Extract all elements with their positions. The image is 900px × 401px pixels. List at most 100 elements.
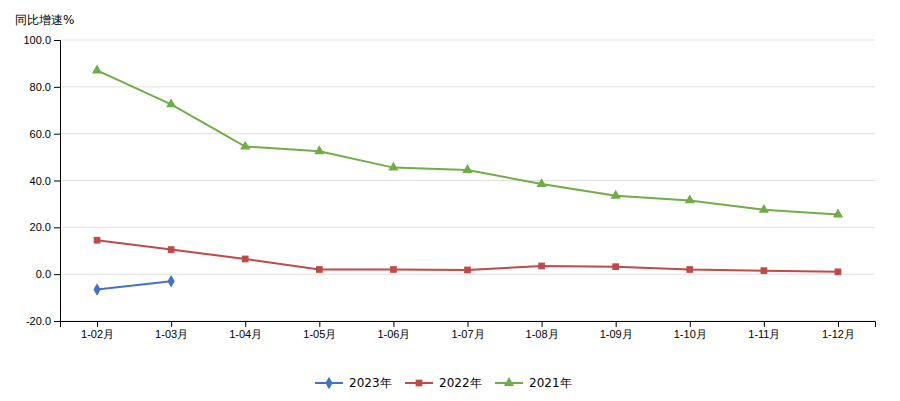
x-tick: 1-07月 bbox=[451, 321, 484, 340]
point bbox=[835, 268, 842, 275]
x-tick-label: 1-12月 bbox=[822, 328, 855, 340]
point bbox=[462, 164, 472, 173]
x-tick-label: 1-03月 bbox=[155, 328, 188, 340]
x-tick-label: 1-10月 bbox=[674, 328, 707, 340]
point bbox=[168, 246, 175, 253]
point bbox=[94, 237, 101, 244]
legend-marker bbox=[416, 380, 423, 387]
y-tick-label: 20.0 bbox=[30, 221, 51, 233]
x-tick: 1-10月 bbox=[674, 321, 707, 340]
point bbox=[388, 162, 398, 171]
y-tick-label: 60.0 bbox=[30, 128, 51, 140]
x-tick-mark bbox=[393, 321, 394, 327]
x-tick-mark bbox=[171, 321, 172, 327]
legend-marker bbox=[325, 377, 332, 389]
y-tick: 20.0 bbox=[30, 221, 60, 233]
grid bbox=[60, 40, 875, 321]
point bbox=[611, 190, 621, 199]
point bbox=[759, 204, 769, 213]
legend-label: 2022年 bbox=[439, 376, 482, 390]
series-line bbox=[97, 281, 171, 289]
x-tick-label: 1-06月 bbox=[377, 328, 410, 340]
y-tick-label: 0.0 bbox=[36, 268, 51, 280]
point bbox=[761, 267, 768, 274]
legend: 2023年 2022年 2021年 bbox=[315, 376, 572, 390]
x-tick-mark bbox=[764, 321, 765, 327]
point bbox=[168, 275, 175, 287]
point bbox=[685, 195, 695, 204]
y-tick-label: -20.0 bbox=[26, 315, 51, 327]
grid-line bbox=[60, 227, 875, 228]
x-tick-label: 1-11月 bbox=[748, 328, 780, 340]
point bbox=[686, 266, 693, 273]
grid-line bbox=[60, 180, 875, 181]
x-axis-line bbox=[61, 322, 876, 328]
point bbox=[316, 266, 323, 273]
y-tick: -20.0 bbox=[26, 315, 60, 327]
y-tick-label: 40.0 bbox=[30, 175, 51, 187]
x-tick-mark bbox=[319, 321, 320, 327]
y-tick-mark bbox=[54, 40, 60, 41]
y-tick-label: 100.0 bbox=[23, 34, 51, 46]
series-line bbox=[97, 70, 838, 214]
grid-line bbox=[60, 40, 875, 41]
series bbox=[93, 275, 174, 296]
x-tick-label: 1-08月 bbox=[526, 328, 559, 340]
x-tick-mark bbox=[97, 321, 98, 327]
point bbox=[612, 263, 619, 270]
x-tick-mark bbox=[616, 321, 617, 327]
legend-marker bbox=[504, 377, 514, 386]
y-axis-title: 同比增速% bbox=[15, 13, 74, 27]
point bbox=[92, 65, 102, 74]
point bbox=[538, 263, 545, 270]
point bbox=[242, 256, 249, 263]
x-tick: 1-02月 bbox=[81, 321, 114, 340]
y-tick-label: 80.0 bbox=[30, 81, 51, 93]
series bbox=[94, 237, 842, 275]
x-tick: 1-11月 bbox=[748, 321, 780, 340]
x-tick: 1-08月 bbox=[526, 321, 559, 340]
y-axis-line bbox=[54, 41, 61, 322]
y-tick-mark bbox=[54, 134, 60, 135]
point bbox=[314, 145, 324, 154]
point bbox=[166, 99, 176, 108]
x-tick-mark bbox=[838, 321, 839, 327]
series bbox=[92, 65, 843, 218]
y-tick-mark bbox=[54, 87, 60, 88]
grid-line bbox=[60, 86, 875, 87]
legend-label: 2023年 bbox=[349, 376, 392, 390]
point bbox=[240, 141, 250, 150]
grid-line bbox=[60, 133, 875, 134]
x-tick-mark bbox=[468, 321, 469, 327]
legend-item: 2021年 bbox=[495, 376, 572, 390]
legend-item: 2023年 bbox=[315, 376, 392, 390]
x-tick: 1-05月 bbox=[303, 321, 336, 340]
chart: -20.00.020.040.060.080.0100.01-02月1-03月1… bbox=[0, 0, 900, 401]
grid-line bbox=[60, 274, 875, 275]
legend-item: 2022年 bbox=[405, 376, 482, 390]
x-tick: 1-09月 bbox=[600, 321, 633, 340]
x-tick: 1-03月 bbox=[155, 321, 188, 340]
y-axis: -20.0 0.0 20.0 40.0 60.0 80.0 100.0 bbox=[23, 34, 60, 327]
y-tick: 60.0 bbox=[30, 128, 60, 140]
x-tick-label: 1-09月 bbox=[600, 328, 633, 340]
y-tick: 80.0 bbox=[30, 81, 60, 93]
x-tick-label: 1-07月 bbox=[451, 328, 484, 340]
y-tick: 100.0 bbox=[23, 34, 60, 46]
y-tick: 0.0 bbox=[36, 268, 60, 280]
point bbox=[833, 209, 843, 218]
y-tick-mark bbox=[54, 227, 60, 228]
x-axis: 1-02月 1-03月 1-04月 1-05月 1-06月 1-07月 1-08月 1-09月… bbox=[61, 321, 876, 340]
y-tick-mark bbox=[54, 321, 60, 322]
y-tick-mark bbox=[54, 274, 60, 275]
x-tick-mark bbox=[245, 321, 246, 327]
x-tick-mark bbox=[690, 321, 691, 327]
x-tick-label: 1-04月 bbox=[229, 328, 262, 340]
x-tick-label: 1-05月 bbox=[303, 328, 336, 340]
legend-label: 2021年 bbox=[529, 376, 572, 390]
x-tick-mark bbox=[542, 321, 543, 327]
x-tick: 1-06月 bbox=[377, 321, 410, 340]
y-tick: 40.0 bbox=[30, 175, 60, 187]
point bbox=[93, 283, 100, 295]
y-tick-mark bbox=[54, 181, 60, 182]
